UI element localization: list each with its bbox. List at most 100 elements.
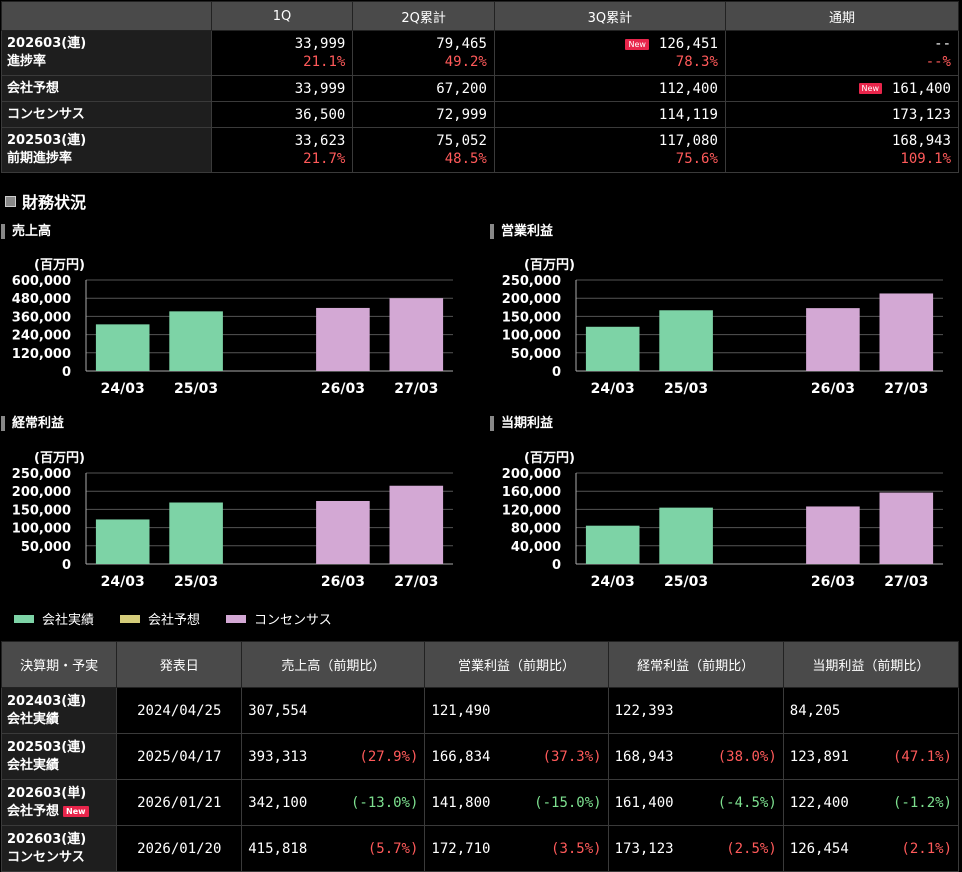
cell-value: 122,393 bbox=[614, 702, 674, 719]
bar-25/03 bbox=[169, 502, 223, 564]
y-tick-label: 480,000 bbox=[12, 292, 71, 307]
period-sub-text: 会社実績 bbox=[7, 711, 60, 727]
value-cell: 72,999 bbox=[352, 101, 495, 128]
row-label-sub: 進捗率 bbox=[7, 54, 47, 69]
chart-title-net-income: 当期利益 bbox=[490, 416, 553, 431]
table-row: 202503(連) 前期進捗率 33,623 21.7% 75,052 48.5% 117,… bbox=[1, 127, 960, 173]
progress-rate: 48.5% bbox=[444, 151, 487, 167]
yoy-change: (2.1%) bbox=[901, 840, 952, 857]
column-header: 経常利益（前期比） bbox=[607, 641, 784, 688]
value-cell: New 126,451 78.3% bbox=[493, 30, 726, 76]
y-tick-label: 150,000 bbox=[12, 503, 71, 518]
x-tick-label: 26/03 bbox=[321, 574, 365, 590]
legend-label: コンセンサス bbox=[254, 613, 332, 628]
value-cell: New 161,400 bbox=[724, 75, 960, 102]
chart-title-ordinary-income: 経常利益 bbox=[1, 416, 64, 431]
legend-label: 会社予想 bbox=[148, 613, 201, 628]
column-header: 当期利益（前期比） bbox=[782, 641, 960, 688]
value-cell: 173,123 (2.5%) bbox=[607, 825, 784, 872]
y-tick-label: 40,000 bbox=[511, 540, 561, 555]
y-tick-label: 0 bbox=[62, 558, 71, 573]
period-sub-text: コンセンサス bbox=[7, 849, 85, 865]
column-header: 営業利益（前期比） bbox=[424, 641, 609, 688]
cell-value: 168,943 bbox=[891, 133, 951, 149]
period-label: 202403(連) 会社実績 bbox=[0, 687, 118, 734]
row-label-main: 202603(連) bbox=[7, 36, 87, 51]
cell-value: 79,465 bbox=[436, 36, 487, 52]
legend-swatch bbox=[226, 614, 247, 623]
yoy-change: (3.5%) bbox=[551, 840, 602, 857]
value-cell: 166,834 (37.3%) bbox=[424, 733, 609, 780]
period-main: 202503(連) bbox=[7, 739, 87, 755]
legend-item: コンセンサス bbox=[226, 609, 332, 628]
progress-rate: 49.2% bbox=[444, 54, 487, 70]
legend-item: 会社予想 bbox=[120, 609, 200, 628]
y-tick-label: 0 bbox=[552, 558, 561, 573]
section-title: 財務状況 bbox=[5, 189, 86, 213]
value-cell: 114,119 bbox=[493, 101, 726, 128]
y-tick-label: 50,000 bbox=[511, 347, 561, 362]
cell-value: 126,454 bbox=[789, 840, 849, 857]
x-tick-label: 25/03 bbox=[664, 381, 708, 397]
value-cell: 121,490 bbox=[424, 687, 609, 734]
yoy-change: (38.0%) bbox=[717, 748, 777, 765]
yoy-change: (2.5%) bbox=[726, 840, 777, 857]
announce-date: 2024/04/25 bbox=[116, 687, 243, 734]
value-cell: 33,999 21.1% bbox=[210, 30, 354, 76]
period-sub: コンセンサス bbox=[7, 849, 111, 867]
cell-value: 173,123 bbox=[891, 106, 951, 123]
y-tick-label: 50,000 bbox=[21, 540, 71, 555]
x-tick-label: 27/03 bbox=[394, 574, 438, 590]
x-tick-label: 26/03 bbox=[321, 381, 365, 397]
yoy-change: (-15.0%) bbox=[534, 794, 602, 811]
value-cell: 161,400 (-4.5%) bbox=[607, 779, 784, 826]
column-header: 売上高（前期比） bbox=[241, 641, 426, 688]
legend-item: 会社実績 bbox=[14, 609, 94, 628]
section-title-text: 財務状況 bbox=[22, 193, 87, 212]
x-tick-label: 25/03 bbox=[664, 574, 708, 590]
x-tick-label: 24/03 bbox=[591, 574, 635, 590]
yoy-change: (37.3%) bbox=[542, 748, 602, 765]
column-header: 1Q bbox=[210, 1, 354, 31]
period-sub-text: 会社予想 bbox=[7, 803, 60, 819]
period-sub-text: 会社実績 bbox=[7, 757, 60, 773]
x-tick-label: 24/03 bbox=[101, 574, 145, 590]
cell-value: 112,400 bbox=[658, 80, 718, 97]
y-tick-label: 100,000 bbox=[12, 522, 71, 537]
y-tick-label: 240,000 bbox=[12, 329, 71, 344]
row-label: 会社予想 bbox=[1, 75, 212, 102]
row-label-main: 会社予想 bbox=[7, 80, 60, 96]
row-label: 202503(連) 前期進捗率 bbox=[1, 127, 212, 173]
value-cell: 84,205 bbox=[782, 687, 960, 734]
y-tick-label: 200,000 bbox=[502, 467, 561, 482]
bar-26/03 bbox=[806, 308, 860, 371]
bar-27/03 bbox=[389, 298, 444, 371]
bar-24/03 bbox=[585, 525, 640, 564]
row-label-main: コンセンサス bbox=[7, 106, 85, 122]
value-cell: -- --% bbox=[724, 30, 960, 76]
cell-value: 166,834 bbox=[431, 748, 491, 765]
value-cell: 126,454 (2.1%) bbox=[782, 825, 960, 872]
x-tick-label: 27/03 bbox=[884, 381, 928, 397]
cell-value: 168,943 bbox=[614, 748, 674, 765]
cell-value: 33,623 bbox=[294, 133, 346, 149]
cell-value: 161,400 bbox=[891, 80, 951, 97]
x-tick-label: 26/03 bbox=[811, 381, 855, 397]
bar-26/03 bbox=[316, 307, 370, 371]
x-tick-label: 27/03 bbox=[394, 381, 438, 397]
yoy-change: (5.7%) bbox=[367, 840, 419, 857]
value-cell: 342,100 (-13.0%) bbox=[241, 779, 426, 826]
bar-25/03 bbox=[659, 310, 713, 371]
cell-value: 173,123 bbox=[614, 840, 674, 857]
table-row: 202603(単) 会社予想 New 2026/01/21 342,100 (-13.0%… bbox=[0, 779, 960, 826]
column-header: 決算期・予実 bbox=[0, 641, 118, 688]
x-tick-label: 26/03 bbox=[811, 574, 855, 590]
cell-value: 75,052 bbox=[436, 133, 487, 149]
yoy-change: (-13.0%) bbox=[350, 794, 419, 811]
chart-operating-income: (百万円) 0 50,000 100,000 150,000 200,000 250,000… bbox=[502, 258, 943, 397]
cell-value: 415,818 bbox=[248, 840, 308, 857]
y-tick-label: 0 bbox=[62, 365, 71, 380]
period-main: 202603(連) bbox=[7, 831, 87, 847]
value-cell: 415,818 (5.7%) bbox=[241, 825, 426, 872]
unit-label: (百万円) bbox=[34, 451, 85, 466]
